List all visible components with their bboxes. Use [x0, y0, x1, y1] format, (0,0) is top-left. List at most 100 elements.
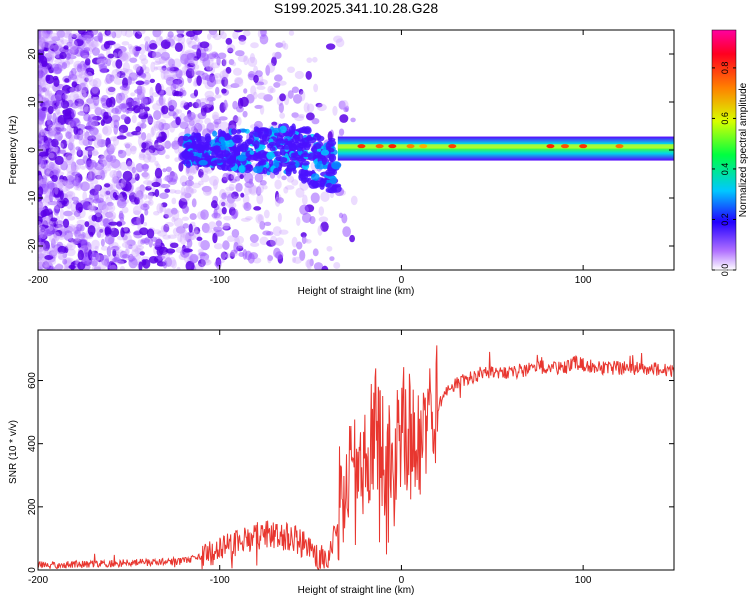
spectrogram-noise-blob: [203, 170, 209, 176]
spectrogram-noise-blob: [91, 204, 97, 211]
spectrogram-noise-blob: [105, 73, 113, 84]
spectrogram-noise-blob: [221, 207, 227, 215]
spectrogram-noise-blob: [38, 78, 46, 88]
spectrogram-noise-blob: [109, 184, 116, 191]
spectrogram-noise-blob: [306, 57, 313, 63]
spectrogram-noise-blob: [154, 189, 160, 198]
spectrogram-noise-blob: [239, 174, 244, 180]
spectrogram-noise-blob: [91, 260, 98, 267]
spectrogram-noise-blob: [38, 262, 45, 270]
spectrogram-noise-blob: [56, 99, 64, 109]
spectrogram-noise-blob: [184, 129, 194, 134]
spectrogram-y-tick-label: -10: [27, 190, 38, 205]
spectrogram-noise-blob: [38, 39, 45, 50]
spectrogram-noise-blob: [298, 88, 304, 95]
spectrogram-cluster-blob: [301, 160, 310, 166]
spectrogram-cluster-blob: [288, 125, 295, 134]
spectrogram-noise-blob: [242, 110, 248, 118]
spectrogram-noise-blob: [248, 252, 259, 260]
spectrogram-noise-blob: [164, 86, 175, 96]
spectrogram-noise-blob: [221, 76, 229, 87]
spectrogram-noise-blob: [152, 242, 162, 247]
spectrogram-noise-blob: [121, 30, 128, 37]
spectrogram-noise-blob: [73, 210, 81, 217]
spectrogram-noise-blob: [69, 87, 78, 94]
spectrogram-noise-blob: [91, 239, 100, 250]
colorbar: 0.0 0.2 0.4 0.6 0.8 Normalized spectral ampl…: [711, 29, 749, 276]
spectrogram-noise-blob: [55, 106, 60, 115]
spectrogram-noise-blob: [259, 34, 269, 45]
spectrogram-noise-blob: [85, 160, 95, 170]
spectrogram-noise-blob: [153, 120, 161, 129]
spectrogram-noise-blob: [63, 266, 69, 270]
spectrogram-cluster-blob: [195, 135, 202, 141]
spectrogram-cluster-blob: [253, 140, 260, 149]
spectrogram-noise-blob: [212, 179, 218, 190]
spectrogram-noise-blob: [87, 205, 94, 212]
spectrogram-noise-blob: [68, 231, 73, 242]
spectrogram-noise-blob: [189, 164, 199, 174]
spectrogram-noise-blob: [124, 143, 131, 149]
spectrogram-noise-blob: [201, 72, 209, 81]
spectrogram-hot-spot: [546, 144, 555, 149]
spectrogram-noise-blob: [212, 114, 219, 121]
spectrogram-noise-blob: [132, 205, 142, 216]
spectrogram-noise-blob: [306, 103, 315, 113]
spectrogram-noise-blob: [139, 184, 145, 192]
spectrogram-noise-blob: [127, 43, 133, 50]
spectrogram-noise-blob: [56, 30, 66, 38]
spectrogram-hot-spot: [560, 144, 569, 149]
spectrogram-noise-blob: [54, 186, 59, 195]
spectrogram-noise-blob: [144, 149, 154, 156]
spectrogram-noise-blob: [247, 185, 257, 194]
spectrogram-noise-blob: [192, 165, 198, 175]
spectrogram-noise-blob: [132, 64, 141, 71]
spectrogram-cluster-blob: [249, 150, 255, 155]
spectrogram-noise-blob: [163, 214, 169, 219]
spectrogram-noise-blob: [218, 199, 228, 208]
spectrogram-noise-blob: [74, 70, 84, 77]
spectrogram-noise-blob: [67, 142, 74, 151]
spectrogram-noise-blob: [200, 240, 210, 251]
spectrogram-noise-blob: [70, 261, 75, 270]
spectrogram-noise-blob: [206, 96, 216, 102]
spectrogram-noise-blob: [106, 210, 117, 221]
spectrogram-noise-blob: [65, 248, 76, 257]
spectrogram-noise-blob: [200, 174, 210, 183]
spectrogram-noise-blob: [233, 67, 242, 76]
spectrogram-noise-blob: [199, 52, 210, 62]
spectrogram-noise-blob: [56, 181, 64, 189]
spectrogram-noise-blob: [44, 89, 51, 101]
spectrogram-noise-blob: [105, 58, 112, 67]
spectrogram-noise-blob: [38, 91, 41, 100]
spectrogram-noise-blob: [107, 186, 115, 195]
spectrogram-noise-blob: [254, 172, 264, 183]
spectrogram-noise-blob: [153, 229, 162, 235]
spectrogram-noise-blob: [74, 229, 81, 239]
spectrogram-noise-blob: [159, 192, 169, 199]
spectrogram-noise-blob: [107, 212, 114, 218]
spectrogram-noise-blob: [219, 224, 230, 230]
spectrogram-cluster-blob: [228, 163, 234, 168]
spectrogram-noise-blob: [88, 205, 96, 213]
spectrogram-noise-blob: [201, 256, 206, 268]
spectrogram-noise-blob: [196, 236, 203, 242]
colorbar-ticks: 0.0 0.2 0.4 0.6 0.8: [712, 62, 736, 276]
spectrogram-noise-blob: [103, 205, 114, 210]
spectrogram-noise-blob: [43, 33, 53, 43]
spectrogram-cluster-blob: [232, 134, 241, 144]
spectrogram-noise-blob: [82, 200, 90, 211]
spectrogram-noise-blob: [102, 125, 113, 136]
spectrogram-noise-blob: [215, 258, 222, 270]
spectrogram-noise-blob: [40, 31, 46, 43]
spectrogram-noise-blob: [138, 196, 144, 208]
spectrogram-cluster-blob: [290, 152, 298, 158]
spectrogram-noise-blob: [82, 102, 89, 113]
spectrogram-noise-blob: [38, 42, 45, 51]
snr-y-tick-label: 600: [27, 372, 38, 389]
spectrogram-cluster-blob: [304, 136, 315, 141]
spectrogram-hot-spot: [406, 144, 415, 149]
spectrogram-noise-blob: [222, 57, 228, 67]
spectrogram-noise-blob: [109, 161, 119, 169]
spectrogram-x-tick-label: 100: [575, 275, 592, 286]
